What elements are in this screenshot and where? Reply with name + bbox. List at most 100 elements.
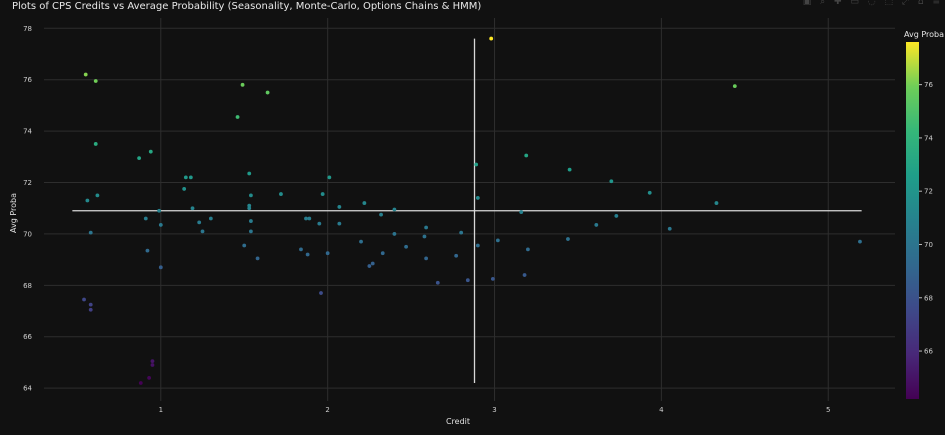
data-point[interactable] <box>145 248 150 253</box>
data-point[interactable] <box>319 291 323 295</box>
data-point[interactable] <box>475 196 480 200</box>
data-point[interactable] <box>524 153 529 158</box>
data-point[interactable] <box>249 229 253 234</box>
y-tick-label: 72 <box>23 179 32 187</box>
data-point[interactable] <box>143 216 148 221</box>
data-point[interactable] <box>158 265 163 270</box>
data-point[interactable] <box>188 175 193 180</box>
data-point[interactable] <box>299 247 303 252</box>
data-point[interactable] <box>594 223 599 227</box>
data-point[interactable] <box>88 307 93 312</box>
colorbar-tick-label: 68 <box>924 294 933 302</box>
y-tick-label: 76 <box>23 76 32 84</box>
data-point[interactable] <box>320 192 325 196</box>
data-point[interactable] <box>208 216 213 221</box>
data-point[interactable] <box>327 175 332 180</box>
data-point[interactable] <box>424 256 429 261</box>
data-point[interactable] <box>93 142 98 146</box>
y-axis-title: Avg Proba <box>9 193 18 233</box>
y-tick-label: 70 <box>23 230 32 238</box>
data-point[interactable] <box>182 187 187 191</box>
data-point[interactable] <box>279 192 283 196</box>
data-point[interactable] <box>454 253 459 258</box>
data-point[interactable] <box>247 171 252 176</box>
data-point[interactable] <box>249 193 253 198</box>
data-point[interactable] <box>235 115 240 119</box>
data-point[interactable] <box>732 84 737 89</box>
data-point[interactable] <box>566 237 570 241</box>
data-point[interactable] <box>362 201 367 205</box>
data-point[interactable] <box>197 220 202 225</box>
data-point[interactable] <box>137 156 142 160</box>
data-point[interactable] <box>490 277 495 281</box>
data-point[interactable] <box>148 149 153 154</box>
data-point[interactable] <box>150 359 155 364</box>
data-point[interactable] <box>88 230 93 235</box>
y-tick-label: 68 <box>23 282 32 290</box>
data-point[interactable] <box>183 175 188 180</box>
data-point[interactable] <box>307 216 312 221</box>
data-point[interactable] <box>190 206 195 211</box>
data-point[interactable] <box>305 252 310 257</box>
data-point[interactable] <box>255 256 260 261</box>
data-point[interactable] <box>93 79 98 83</box>
data-point[interactable] <box>522 273 527 277</box>
data-point[interactable] <box>265 90 270 95</box>
data-point[interactable] <box>337 221 342 226</box>
data-point[interactable] <box>475 243 480 248</box>
data-point[interactable] <box>424 225 429 230</box>
y-tick-label: 78 <box>23 25 32 33</box>
data-point[interactable] <box>138 381 143 385</box>
data-point[interactable] <box>88 302 93 307</box>
data-point[interactable] <box>370 261 375 266</box>
axis-ticks: 1 2 3 4 5 64 66 68 70 72 74 76 78 <box>23 25 830 414</box>
data-point[interactable] <box>465 278 470 283</box>
data-point[interactable] <box>459 230 464 235</box>
data-point[interactable] <box>359 239 363 244</box>
data-point[interactable] <box>83 72 88 77</box>
modebar-icons[interactable]: ▣ ⌕ ✚ ▭ ◌ ⬚ ⤢ ⌂ ≡ <box>802 0 943 7</box>
data-point[interactable] <box>150 363 155 367</box>
data-point[interactable] <box>609 179 614 184</box>
data-point[interactable] <box>380 251 385 256</box>
colorbar-title: Avg Proba <box>904 30 944 39</box>
data-point[interactable] <box>304 216 308 221</box>
data-point[interactable] <box>85 198 90 203</box>
data-point[interactable] <box>82 297 86 302</box>
data-points[interactable] <box>82 36 862 385</box>
data-point[interactable] <box>317 221 322 226</box>
data-point[interactable] <box>367 264 372 268</box>
data-point[interactable] <box>667 226 672 231</box>
data-point[interactable] <box>249 219 253 223</box>
data-point[interactable] <box>526 247 530 252</box>
data-point[interactable] <box>567 167 572 172</box>
data-point[interactable] <box>240 82 245 87</box>
data-point[interactable] <box>489 36 494 41</box>
data-point[interactable] <box>247 206 252 211</box>
colorbar-gradient <box>906 42 919 399</box>
data-point[interactable] <box>392 232 397 236</box>
x-tick-label: 5 <box>826 406 830 414</box>
data-point[interactable] <box>404 244 408 249</box>
data-point[interactable] <box>495 238 500 243</box>
data-point[interactable] <box>95 193 100 198</box>
data-point[interactable] <box>158 223 163 227</box>
data-point[interactable] <box>519 210 524 214</box>
data-point[interactable] <box>157 208 162 213</box>
data-point[interactable] <box>422 234 427 239</box>
data-point[interactable] <box>242 243 247 248</box>
data-point[interactable] <box>647 190 652 195</box>
data-point[interactable] <box>435 280 440 285</box>
data-point[interactable] <box>392 207 397 212</box>
data-point[interactable] <box>379 212 383 217</box>
data-point[interactable] <box>325 251 330 256</box>
data-point[interactable] <box>147 375 152 380</box>
data-point[interactable] <box>474 162 479 167</box>
data-point[interactable] <box>858 239 862 244</box>
data-point[interactable] <box>714 201 719 205</box>
data-point[interactable] <box>614 214 619 218</box>
x-tick-label: 3 <box>492 406 496 414</box>
data-point[interactable] <box>337 205 342 209</box>
data-point[interactable] <box>200 229 205 234</box>
